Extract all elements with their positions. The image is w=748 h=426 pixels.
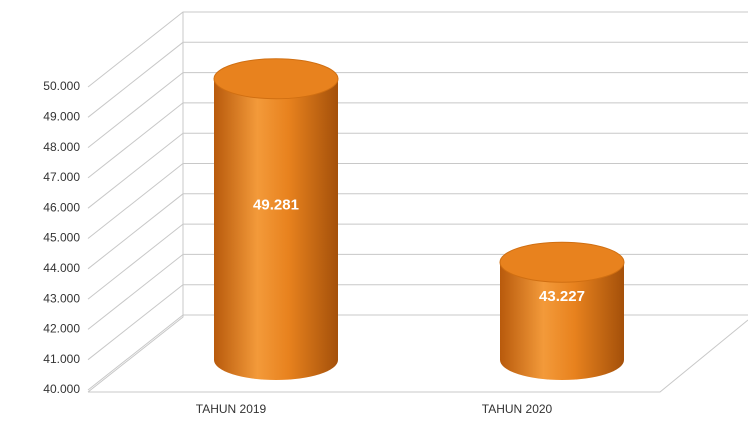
x-tick-label: TAHUN 2020 (482, 402, 553, 416)
grid-line (87, 102, 748, 179)
floor-edge (88, 319, 748, 393)
y-tick-label: 42.000 (43, 322, 80, 336)
grid-line (87, 314, 748, 391)
grid-line (87, 72, 748, 148)
value-label: 43.227 (539, 288, 585, 305)
grid-line (87, 253, 748, 330)
grid-line (87, 284, 748, 361)
grid-line (87, 41, 748, 118)
grid-line (87, 193, 748, 270)
y-tick-label: 49.000 (43, 109, 80, 123)
y-tick-label: 41.000 (43, 352, 80, 366)
wall-edge (87, 12, 184, 393)
grid-line (87, 132, 748, 209)
grid-line (87, 11, 748, 88)
bar (499, 241, 625, 380)
y-tick-label: 45.000 (43, 231, 80, 245)
y-tick-label: 44.000 (43, 261, 80, 275)
y-tick-label: 50.000 (43, 79, 80, 93)
value-label: 49.281 (253, 196, 299, 213)
y-tick-label: 40.000 (43, 382, 80, 396)
y-tick-label: 48.000 (43, 140, 80, 154)
bar (213, 58, 339, 380)
y-tick-label: 43.000 (43, 291, 80, 305)
y-tick-label: 47.000 (43, 170, 80, 184)
grid-line (87, 163, 748, 239)
grid-line (87, 223, 748, 300)
x-tick-label: TAHUN 2019 (196, 402, 267, 416)
y-tick-label: 46.000 (43, 200, 80, 214)
